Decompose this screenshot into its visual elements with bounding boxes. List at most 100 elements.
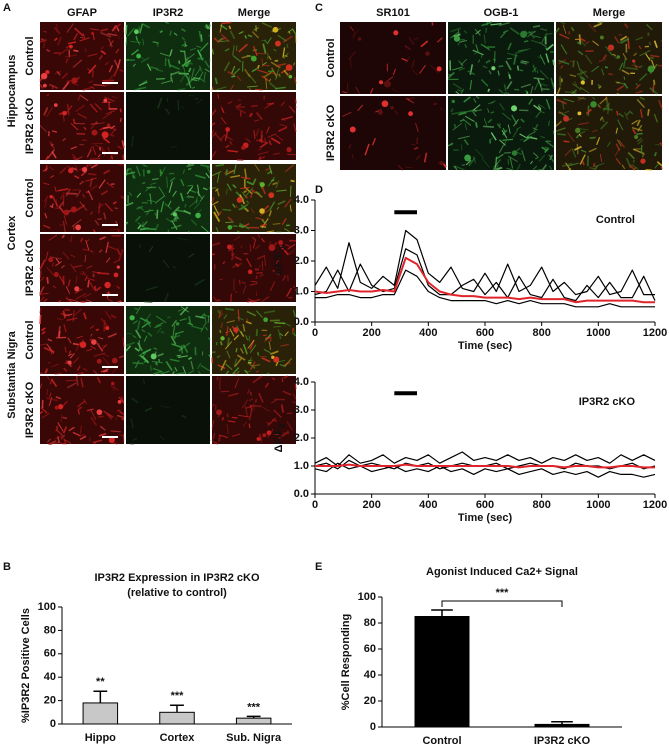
image-texture bbox=[42, 30, 48, 33]
image-texture bbox=[226, 320, 235, 324]
chart-subtitle: (relative to control) bbox=[127, 587, 227, 599]
image-cell bbox=[577, 111, 582, 116]
image-texture bbox=[578, 128, 589, 131]
image-texture bbox=[256, 64, 260, 69]
image-texture bbox=[247, 339, 255, 349]
image-texture bbox=[52, 285, 57, 289]
image-texture bbox=[89, 281, 96, 291]
row-label: IP3R2 cKO bbox=[325, 104, 337, 161]
image-texture bbox=[96, 377, 101, 384]
image-texture bbox=[142, 38, 145, 46]
y-tick-label: 100 bbox=[38, 601, 56, 613]
image-texture bbox=[138, 81, 148, 87]
image-texture bbox=[271, 418, 277, 423]
x-axis-label: Time (sec) bbox=[458, 340, 513, 352]
image-cell bbox=[225, 127, 231, 132]
micrograph bbox=[212, 92, 296, 160]
image-texture bbox=[257, 233, 261, 238]
image-texture bbox=[67, 337, 72, 344]
image-texture bbox=[244, 186, 253, 195]
image-texture bbox=[612, 53, 617, 57]
image-texture bbox=[39, 270, 42, 278]
image-texture bbox=[75, 275, 78, 284]
image-texture bbox=[561, 101, 565, 110]
image-texture bbox=[394, 110, 399, 115]
image-texture bbox=[45, 251, 49, 261]
image-texture bbox=[110, 125, 116, 130]
image-texture bbox=[182, 344, 189, 354]
image-texture bbox=[73, 32, 79, 41]
bar bbox=[414, 616, 470, 728]
image-texture bbox=[230, 252, 235, 261]
image-texture bbox=[275, 86, 286, 90]
image-texture bbox=[482, 65, 488, 69]
image-texture bbox=[265, 372, 270, 375]
image-texture bbox=[84, 275, 88, 282]
image-texture bbox=[576, 41, 582, 46]
image-texture bbox=[225, 370, 230, 375]
image-texture bbox=[219, 329, 222, 334]
image-texture bbox=[48, 397, 53, 406]
trace bbox=[315, 463, 655, 469]
image-texture bbox=[639, 73, 648, 82]
image-texture bbox=[118, 163, 125, 166]
image-texture bbox=[73, 308, 82, 317]
micrograph bbox=[126, 234, 210, 302]
image-texture bbox=[62, 401, 66, 407]
image-texture bbox=[166, 176, 169, 188]
bar bbox=[159, 711, 195, 725]
image-texture bbox=[267, 170, 273, 175]
image-texture bbox=[471, 109, 477, 117]
image-texture bbox=[89, 338, 93, 341]
image-texture bbox=[523, 135, 533, 143]
image-texture bbox=[391, 88, 400, 93]
image-cell bbox=[259, 208, 265, 214]
image-texture bbox=[481, 158, 490, 168]
image-cell bbox=[91, 31, 95, 36]
image-texture bbox=[97, 202, 101, 214]
column-label: SR101 bbox=[376, 7, 410, 19]
image-texture bbox=[86, 265, 93, 269]
image-texture bbox=[219, 24, 223, 33]
image-texture bbox=[458, 60, 464, 67]
image-texture bbox=[98, 54, 103, 61]
image-texture bbox=[236, 103, 242, 108]
image-texture bbox=[351, 153, 354, 159]
image-texture bbox=[290, 179, 295, 183]
image-texture bbox=[79, 435, 87, 441]
image-texture bbox=[71, 82, 79, 86]
image-texture bbox=[178, 60, 181, 64]
image-texture bbox=[232, 416, 238, 419]
image-texture bbox=[512, 128, 519, 138]
image-texture bbox=[130, 169, 136, 179]
image-texture bbox=[155, 322, 164, 327]
image-texture bbox=[148, 193, 152, 198]
image-texture bbox=[205, 327, 208, 331]
image-texture bbox=[228, 392, 239, 397]
image-texture bbox=[283, 228, 290, 233]
y-tick-label: 80 bbox=[44, 624, 56, 636]
image-texture bbox=[262, 43, 267, 54]
image-texture bbox=[43, 182, 50, 186]
image-texture bbox=[41, 327, 46, 332]
image-texture bbox=[230, 293, 233, 303]
image-texture bbox=[251, 104, 258, 108]
image-cell bbox=[563, 115, 570, 122]
image-texture bbox=[142, 181, 146, 185]
image-texture bbox=[293, 331, 296, 336]
image-texture bbox=[284, 243, 292, 248]
image-texture bbox=[639, 49, 651, 57]
image-texture bbox=[234, 256, 242, 261]
image-cell bbox=[256, 437, 261, 441]
image-texture bbox=[90, 28, 99, 31]
image-texture bbox=[110, 430, 121, 433]
x-tick-label: 1200 bbox=[643, 327, 667, 339]
image-texture bbox=[487, 118, 493, 124]
image-texture bbox=[220, 359, 227, 371]
image-texture bbox=[179, 192, 184, 202]
image-texture bbox=[102, 126, 111, 130]
image-texture bbox=[99, 425, 106, 431]
image-texture bbox=[248, 410, 253, 421]
image-texture bbox=[451, 111, 463, 115]
